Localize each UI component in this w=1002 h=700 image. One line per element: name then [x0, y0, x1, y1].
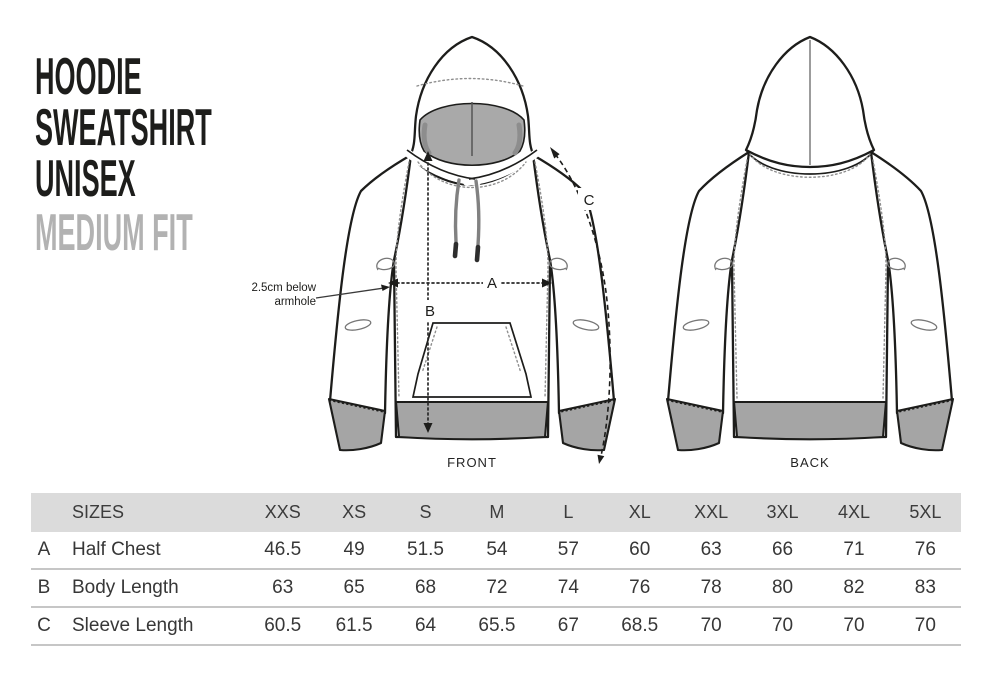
header-size: 4XL: [837, 502, 870, 522]
front-caption: FRONT: [447, 455, 497, 470]
cell-value: 60: [629, 539, 651, 560]
back-right-cuff: [895, 397, 955, 452]
cell-value: 76: [629, 577, 651, 598]
cell-value: 78: [700, 577, 722, 598]
header-size: M: [489, 502, 505, 522]
cell-value: 60.5: [264, 615, 302, 636]
title-block: HOODIE SWEATSHIRT UNISEX MEDIUM FIT: [35, 48, 375, 262]
size-table-row-half-chest: A Half Chest 46.5 49 51.5 54 57 60 63 66…: [31, 532, 961, 570]
cell-value: 72: [486, 577, 508, 598]
measurement-c: C: [550, 147, 611, 464]
header-size: XXL: [694, 502, 729, 522]
row-label: Half Chest: [72, 539, 161, 560]
cell-value: 54: [486, 539, 508, 560]
header-size: L: [563, 502, 574, 522]
size-table-row-body-length: B Body Length 63 65 68 72 74 76 78 80 82…: [31, 570, 961, 608]
title-line-3: UNISEX: [35, 150, 136, 208]
header-size: XXS: [264, 502, 301, 522]
cell-value: 65: [343, 577, 365, 598]
cell-value: 65.5: [478, 615, 516, 636]
header-size: XL: [628, 502, 651, 522]
drawstring-right: [474, 179, 481, 247]
cell-value: 61.5: [335, 615, 373, 636]
row-key: A: [37, 539, 51, 560]
front-hem-band: [394, 400, 550, 441]
header-size: S: [419, 502, 432, 522]
header-size: 5XL: [909, 502, 942, 522]
kangaroo-pocket: [411, 322, 533, 398]
back-garment: [665, 35, 955, 452]
front-garment: [327, 35, 617, 452]
cell-value: 70: [843, 615, 865, 636]
cell-value: 67: [557, 615, 579, 636]
armhole-note-line1: 2.5cm below: [251, 282, 316, 294]
cell-value: 70: [771, 615, 794, 636]
armhole-leader-line: [315, 284, 390, 299]
cell-value: 51.5: [407, 539, 444, 560]
row-label: Body Length: [72, 577, 179, 598]
cell-value: 46.5: [264, 539, 302, 560]
cell-value: 74: [557, 577, 579, 598]
header-sizes-cell: SIZES: [72, 502, 125, 522]
row-key: B: [37, 577, 51, 598]
back-hood: [744, 35, 876, 178]
front-hood: [405, 35, 539, 263]
title-fit-subtitle: MEDIUM FIT: [35, 204, 193, 262]
size-table-header-row: SIZES XXS XS S M L XL XXL 3XL 4XL 5XL: [31, 493, 961, 532]
cell-value: 70: [700, 615, 722, 636]
back-hem-band: [732, 400, 888, 441]
cell-value: 71: [843, 539, 865, 560]
hoodie-back-drawing: [665, 35, 955, 452]
measurement-b: B: [420, 151, 439, 433]
size-table-row-sleeve-length: C Sleeve Length 60.5 61.5 64 65.5 67 68.…: [31, 608, 961, 646]
cell-value: 57: [557, 539, 579, 560]
cell-value: 49: [343, 539, 365, 560]
cell-value: 63: [272, 577, 294, 598]
cell-value: 66: [771, 539, 794, 560]
measurement-a: A: [388, 273, 552, 292]
back-caption: BACK: [790, 455, 830, 470]
cell-value: 64: [414, 615, 437, 636]
cell-value: 80: [771, 577, 794, 598]
header-size: XS: [342, 502, 367, 522]
cell-value: 82: [843, 577, 865, 598]
header-size: 3XL: [766, 502, 799, 522]
title-line-1: HOODIE: [35, 48, 142, 106]
drawstring-left: [453, 178, 461, 244]
hoodie-front-drawing: A B C: [315, 35, 617, 464]
marker-b-label: B: [425, 303, 435, 320]
marker-a-label: A: [487, 275, 497, 292]
back-left-cuff: [665, 397, 725, 452]
cell-value: 70: [914, 615, 936, 636]
title-line-2: SWEATSHIRT: [35, 99, 212, 157]
row-key: C: [37, 615, 51, 636]
front-left-cuff: [327, 397, 387, 452]
cell-value: 83: [914, 577, 936, 598]
row-label: Sleeve Length: [72, 615, 194, 636]
front-right-cuff: [557, 397, 617, 452]
cell-value: 76: [914, 539, 936, 560]
armhole-note: 2.5cm below armhole: [194, 281, 316, 309]
size-table: SIZES XXS XS S M L XL XXL 3XL 4XL 5XL A …: [31, 493, 961, 646]
armhole-note-line2: armhole: [274, 296, 316, 308]
cell-value: 68: [414, 577, 437, 598]
cell-value: 63: [700, 539, 722, 560]
marker-c-label: C: [584, 192, 595, 209]
cell-value: 68.5: [621, 615, 659, 636]
